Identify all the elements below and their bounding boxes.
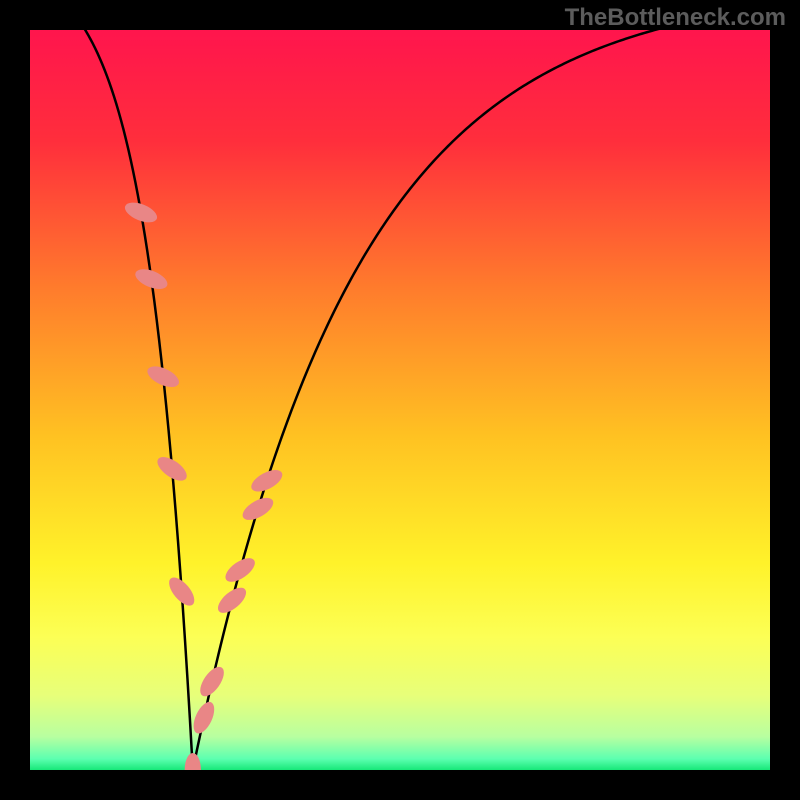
chart-frame: TheBottleneck.com bbox=[0, 0, 800, 800]
watermark-text: TheBottleneck.com bbox=[565, 4, 786, 32]
gradient-background bbox=[30, 30, 770, 770]
chart-svg bbox=[0, 0, 800, 800]
